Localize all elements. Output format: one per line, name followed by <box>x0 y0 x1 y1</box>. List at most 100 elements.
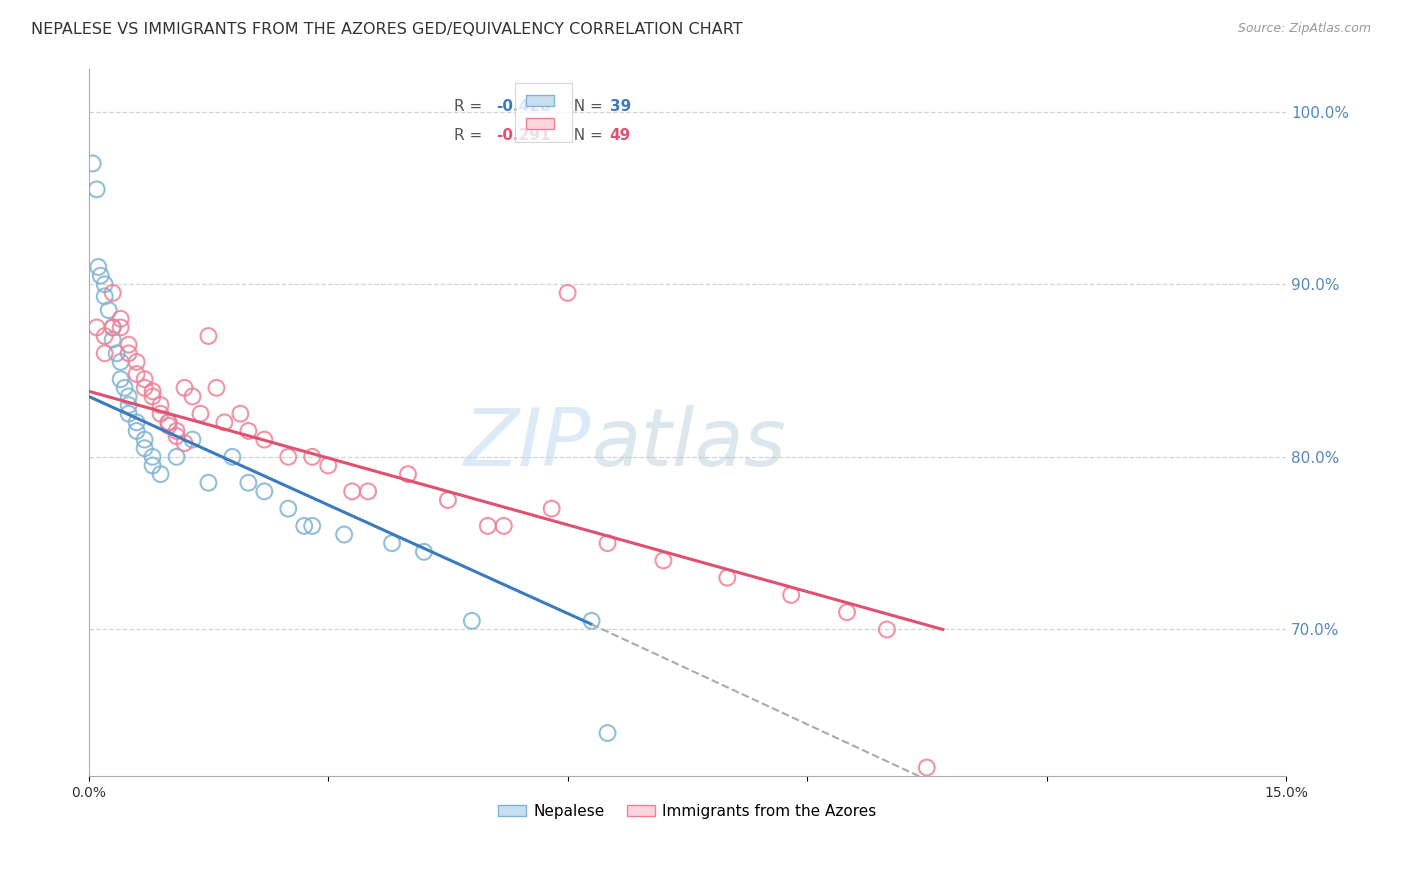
Point <box>101 320 124 334</box>
Point <box>117 398 139 412</box>
Point <box>238 475 260 490</box>
Point <box>301 519 323 533</box>
Text: R =: R = <box>454 128 486 144</box>
Point <box>581 614 603 628</box>
Point <box>142 389 165 403</box>
Point <box>716 571 738 585</box>
Point <box>93 289 115 303</box>
Point <box>333 527 356 541</box>
Point <box>125 415 148 429</box>
Point <box>101 333 124 347</box>
Point <box>105 346 128 360</box>
Point <box>82 156 104 170</box>
Point <box>134 381 156 395</box>
Point <box>142 450 165 464</box>
Point <box>134 442 156 456</box>
Text: atlas: atlas <box>592 405 786 483</box>
Point <box>157 415 180 429</box>
Point <box>780 588 803 602</box>
Point <box>277 450 299 464</box>
Legend: Nepalese, Immigrants from the Azores: Nepalese, Immigrants from the Azores <box>492 798 883 825</box>
Text: N =: N = <box>564 128 607 144</box>
Point <box>205 381 228 395</box>
Text: 39: 39 <box>610 98 631 113</box>
Point <box>173 436 195 450</box>
Point <box>166 450 188 464</box>
Point <box>876 623 898 637</box>
Point <box>90 268 112 283</box>
Text: Source: ZipAtlas.com: Source: ZipAtlas.com <box>1237 22 1371 36</box>
Point <box>413 545 436 559</box>
Point <box>381 536 404 550</box>
Point <box>125 367 148 381</box>
Point <box>86 182 108 196</box>
Point <box>125 355 148 369</box>
Text: N =: N = <box>564 98 607 113</box>
Point <box>181 433 204 447</box>
Text: NEPALESE VS IMMIGRANTS FROM THE AZORES GED/EQUIVALENCY CORRELATION CHART: NEPALESE VS IMMIGRANTS FROM THE AZORES G… <box>31 22 742 37</box>
Point <box>125 424 148 438</box>
Point <box>101 320 124 334</box>
Point <box>117 346 139 360</box>
Point <box>86 320 108 334</box>
Point <box>149 407 172 421</box>
Point <box>117 337 139 351</box>
Point <box>97 303 120 318</box>
Point <box>93 277 115 292</box>
Point <box>396 467 419 482</box>
Point <box>238 424 260 438</box>
Point <box>357 484 380 499</box>
Point <box>157 415 180 429</box>
Point <box>652 553 675 567</box>
Point <box>134 433 156 447</box>
Point <box>340 484 363 499</box>
Point <box>142 384 165 399</box>
Point <box>253 433 276 447</box>
Point <box>149 398 172 412</box>
Point <box>253 484 276 499</box>
Text: 49: 49 <box>610 128 631 144</box>
Point <box>596 536 619 550</box>
Text: -0.291: -0.291 <box>496 128 550 144</box>
Point <box>173 381 195 395</box>
Point <box>557 285 579 300</box>
Point <box>292 519 315 533</box>
Point <box>117 389 139 403</box>
Point <box>461 614 484 628</box>
Point <box>277 501 299 516</box>
Point <box>301 450 323 464</box>
Point <box>101 285 124 300</box>
Text: -0.428: -0.428 <box>496 98 550 113</box>
Point <box>492 519 515 533</box>
Text: R =: R = <box>454 98 486 113</box>
Point <box>117 407 139 421</box>
Point <box>437 493 460 508</box>
Point <box>316 458 339 473</box>
Point <box>181 389 204 403</box>
Point <box>477 519 499 533</box>
Point <box>93 329 115 343</box>
Point <box>110 372 132 386</box>
Point <box>114 381 136 395</box>
Point <box>110 311 132 326</box>
Point <box>149 467 172 482</box>
Point <box>835 605 858 619</box>
Point <box>134 372 156 386</box>
Point <box>915 760 938 774</box>
Point <box>110 320 132 334</box>
Point <box>166 424 188 438</box>
Text: ZIP: ZIP <box>464 405 592 483</box>
Point <box>157 418 180 433</box>
Point <box>540 501 562 516</box>
Point <box>142 458 165 473</box>
Point <box>221 450 243 464</box>
Point <box>166 429 188 443</box>
Point <box>214 415 236 429</box>
Point <box>229 407 252 421</box>
Point <box>197 475 219 490</box>
Point <box>87 260 110 274</box>
Point <box>93 346 115 360</box>
Point <box>596 726 619 740</box>
Point <box>197 329 219 343</box>
Point <box>190 407 212 421</box>
